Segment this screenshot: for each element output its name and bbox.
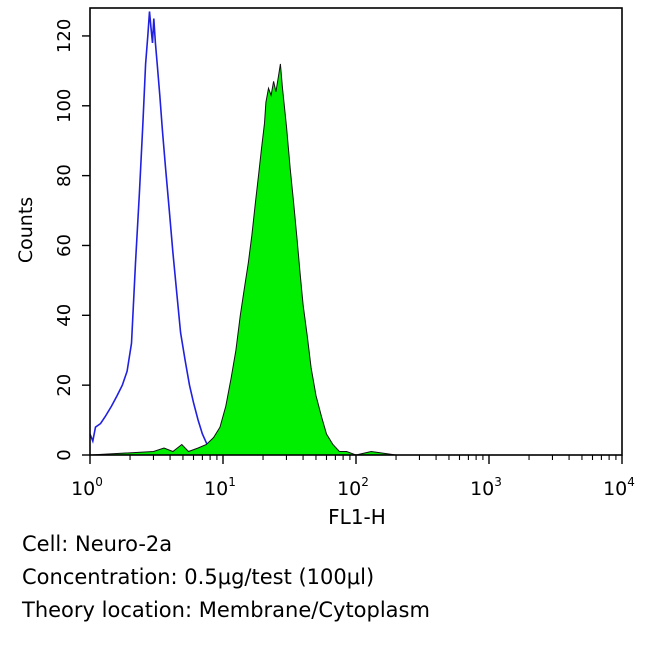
x-tick-label: 102 xyxy=(337,475,369,500)
x-tick-label: 103 xyxy=(470,475,502,500)
y-axis: 0 20 40 60 80 100 120 xyxy=(54,19,90,461)
plot-frame xyxy=(89,7,623,456)
y-tick-label: 120 xyxy=(54,19,75,53)
y-tick-label: 40 xyxy=(54,304,75,327)
x-tick-label: 100 xyxy=(71,475,103,500)
y-tick-label: 0 xyxy=(54,449,75,460)
caption-location: Theory location: Membrane/Cytoplasm xyxy=(22,598,430,622)
series-control-line xyxy=(89,11,218,456)
y-tick-label: 20 xyxy=(54,374,75,397)
series-antibody-edge xyxy=(89,63,397,456)
series-layer xyxy=(89,11,397,456)
x-axis: 100 101 102 103 104 xyxy=(71,455,635,500)
caption-concentration: Concentration: 0.5μg/test (100μl) xyxy=(22,565,375,589)
y-tick-label: 60 xyxy=(54,234,75,257)
caption-cell: Cell: Neuro-2a xyxy=(22,532,173,556)
y-tick-label: 80 xyxy=(54,164,75,187)
y-tick-label: 100 xyxy=(54,89,75,123)
series-antibody-area xyxy=(90,63,396,456)
y-axis-label: Counts xyxy=(15,197,37,263)
x-axis-label: FL1-H xyxy=(328,505,386,529)
x-tick-label: 101 xyxy=(204,475,236,500)
x-tick-label: 104 xyxy=(603,475,635,500)
histogram-chart: 0 20 40 60 80 100 120 100 101 102 103 104 Counts F… xyxy=(15,7,635,529)
